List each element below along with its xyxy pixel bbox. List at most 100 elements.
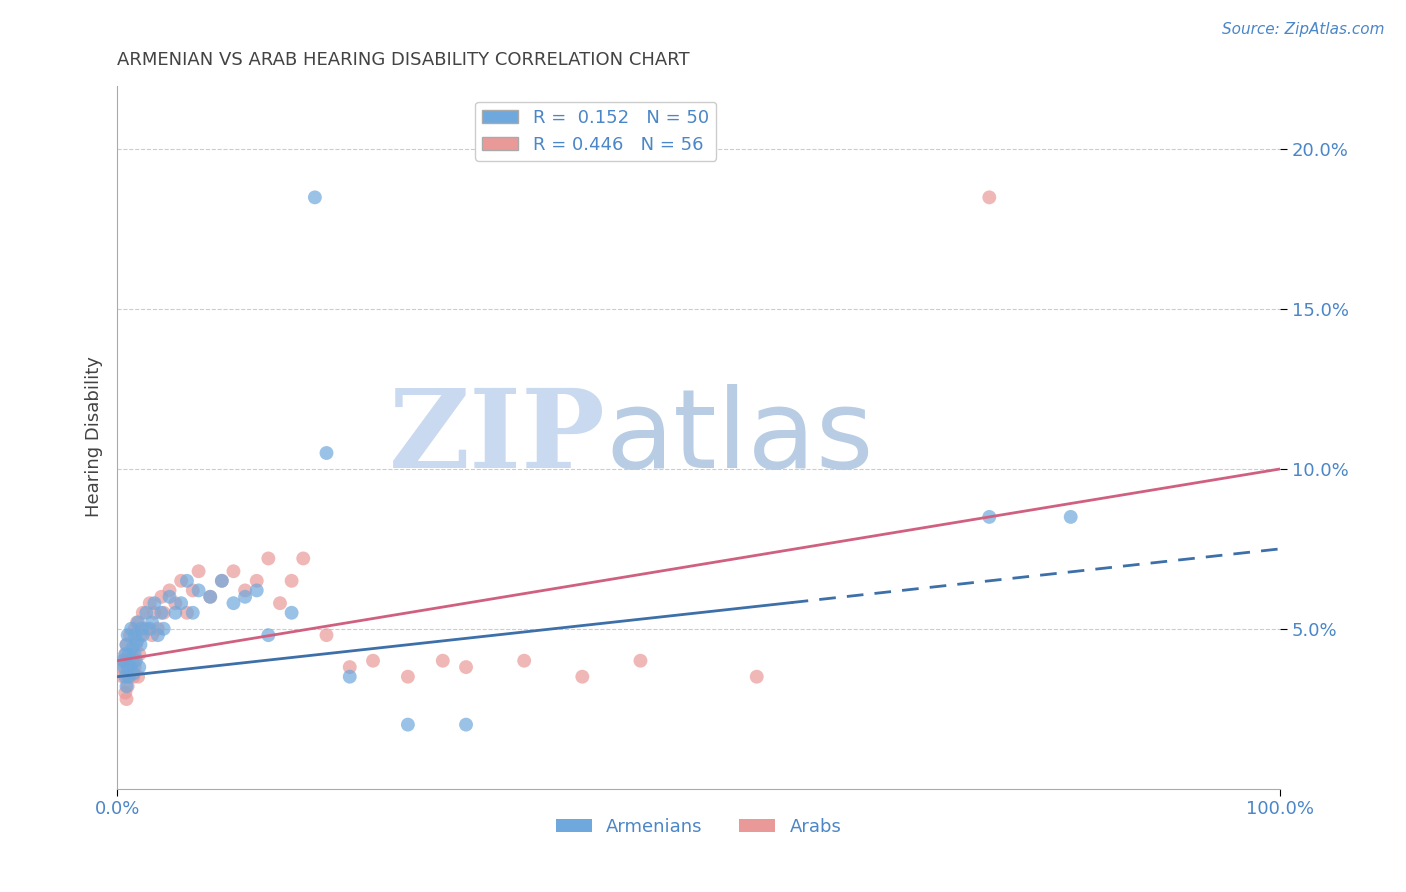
Point bbox=[150, 606, 173, 620]
Point bbox=[211, 574, 233, 588]
Point bbox=[112, 660, 135, 674]
Point bbox=[111, 654, 134, 668]
Point bbox=[280, 574, 302, 588]
Point bbox=[233, 583, 256, 598]
Point bbox=[121, 648, 143, 662]
Point bbox=[159, 583, 181, 598]
Point bbox=[200, 590, 222, 604]
Point bbox=[979, 509, 1001, 524]
Point bbox=[222, 596, 245, 610]
Point bbox=[132, 606, 155, 620]
Point bbox=[315, 446, 337, 460]
Point bbox=[257, 551, 280, 566]
Point bbox=[150, 590, 173, 604]
Point bbox=[128, 660, 150, 674]
Point bbox=[124, 660, 146, 674]
Point bbox=[117, 679, 139, 693]
Point bbox=[111, 660, 134, 674]
Point bbox=[200, 590, 222, 604]
Point bbox=[745, 670, 768, 684]
Point bbox=[132, 628, 155, 642]
Point bbox=[114, 648, 136, 662]
Point bbox=[361, 654, 384, 668]
Point bbox=[454, 660, 477, 674]
Point bbox=[118, 648, 141, 662]
Point bbox=[513, 654, 536, 668]
Point bbox=[630, 654, 652, 668]
Point bbox=[125, 615, 148, 630]
Point bbox=[159, 590, 181, 604]
Point bbox=[187, 564, 209, 578]
Point bbox=[122, 666, 145, 681]
Point bbox=[176, 606, 198, 620]
Point bbox=[118, 670, 141, 684]
Point bbox=[139, 596, 162, 610]
Point bbox=[112, 654, 135, 668]
Point bbox=[114, 686, 136, 700]
Point bbox=[124, 648, 146, 662]
Point bbox=[141, 615, 163, 630]
Point bbox=[125, 638, 148, 652]
Point bbox=[571, 670, 593, 684]
Point bbox=[114, 670, 136, 684]
Point bbox=[120, 622, 142, 636]
Point bbox=[187, 583, 209, 598]
Point bbox=[246, 574, 269, 588]
Point bbox=[125, 654, 148, 668]
Point bbox=[233, 590, 256, 604]
Point bbox=[269, 596, 291, 610]
Point bbox=[111, 670, 134, 684]
Legend: Armenians, Arabs: Armenians, Arabs bbox=[548, 810, 849, 843]
Point bbox=[454, 717, 477, 731]
Point bbox=[146, 622, 169, 636]
Point bbox=[114, 648, 136, 662]
Point bbox=[152, 606, 174, 620]
Point bbox=[257, 628, 280, 642]
Point bbox=[222, 564, 245, 578]
Point bbox=[124, 622, 146, 636]
Point bbox=[152, 622, 174, 636]
Point bbox=[315, 628, 337, 642]
Point bbox=[117, 660, 139, 674]
Point bbox=[117, 660, 139, 674]
Point bbox=[176, 574, 198, 588]
Point bbox=[304, 190, 326, 204]
Y-axis label: Hearing Disability: Hearing Disability bbox=[86, 357, 103, 517]
Point bbox=[143, 596, 166, 610]
Point bbox=[339, 670, 361, 684]
Point bbox=[1060, 509, 1083, 524]
Point bbox=[118, 660, 141, 674]
Point bbox=[118, 654, 141, 668]
Text: atlas: atlas bbox=[606, 384, 875, 491]
Point bbox=[292, 551, 315, 566]
Point bbox=[146, 628, 169, 642]
Point bbox=[120, 660, 142, 674]
Point bbox=[979, 190, 1001, 204]
Point bbox=[115, 679, 138, 693]
Point bbox=[115, 692, 138, 706]
Text: ARMENIAN VS ARAB HEARING DISABILITY CORRELATION CHART: ARMENIAN VS ARAB HEARING DISABILITY CORR… bbox=[117, 51, 690, 69]
Point bbox=[396, 717, 419, 731]
Text: Source: ZipAtlas.com: Source: ZipAtlas.com bbox=[1222, 22, 1385, 37]
Point bbox=[165, 606, 187, 620]
Text: ZIP: ZIP bbox=[389, 384, 606, 491]
Point bbox=[131, 622, 153, 636]
Point bbox=[118, 628, 141, 642]
Point bbox=[128, 648, 150, 662]
Point bbox=[139, 622, 162, 636]
Point bbox=[165, 596, 187, 610]
Point bbox=[135, 622, 157, 636]
Point bbox=[118, 670, 141, 684]
Point bbox=[181, 583, 204, 598]
Point bbox=[135, 606, 157, 620]
Point bbox=[125, 634, 148, 648]
Point bbox=[181, 606, 204, 620]
Point bbox=[396, 670, 419, 684]
Point bbox=[124, 628, 146, 642]
Point bbox=[121, 640, 143, 655]
Point bbox=[117, 628, 139, 642]
Point bbox=[280, 606, 302, 620]
Point bbox=[115, 638, 138, 652]
Point bbox=[246, 583, 269, 598]
Point bbox=[122, 670, 145, 684]
